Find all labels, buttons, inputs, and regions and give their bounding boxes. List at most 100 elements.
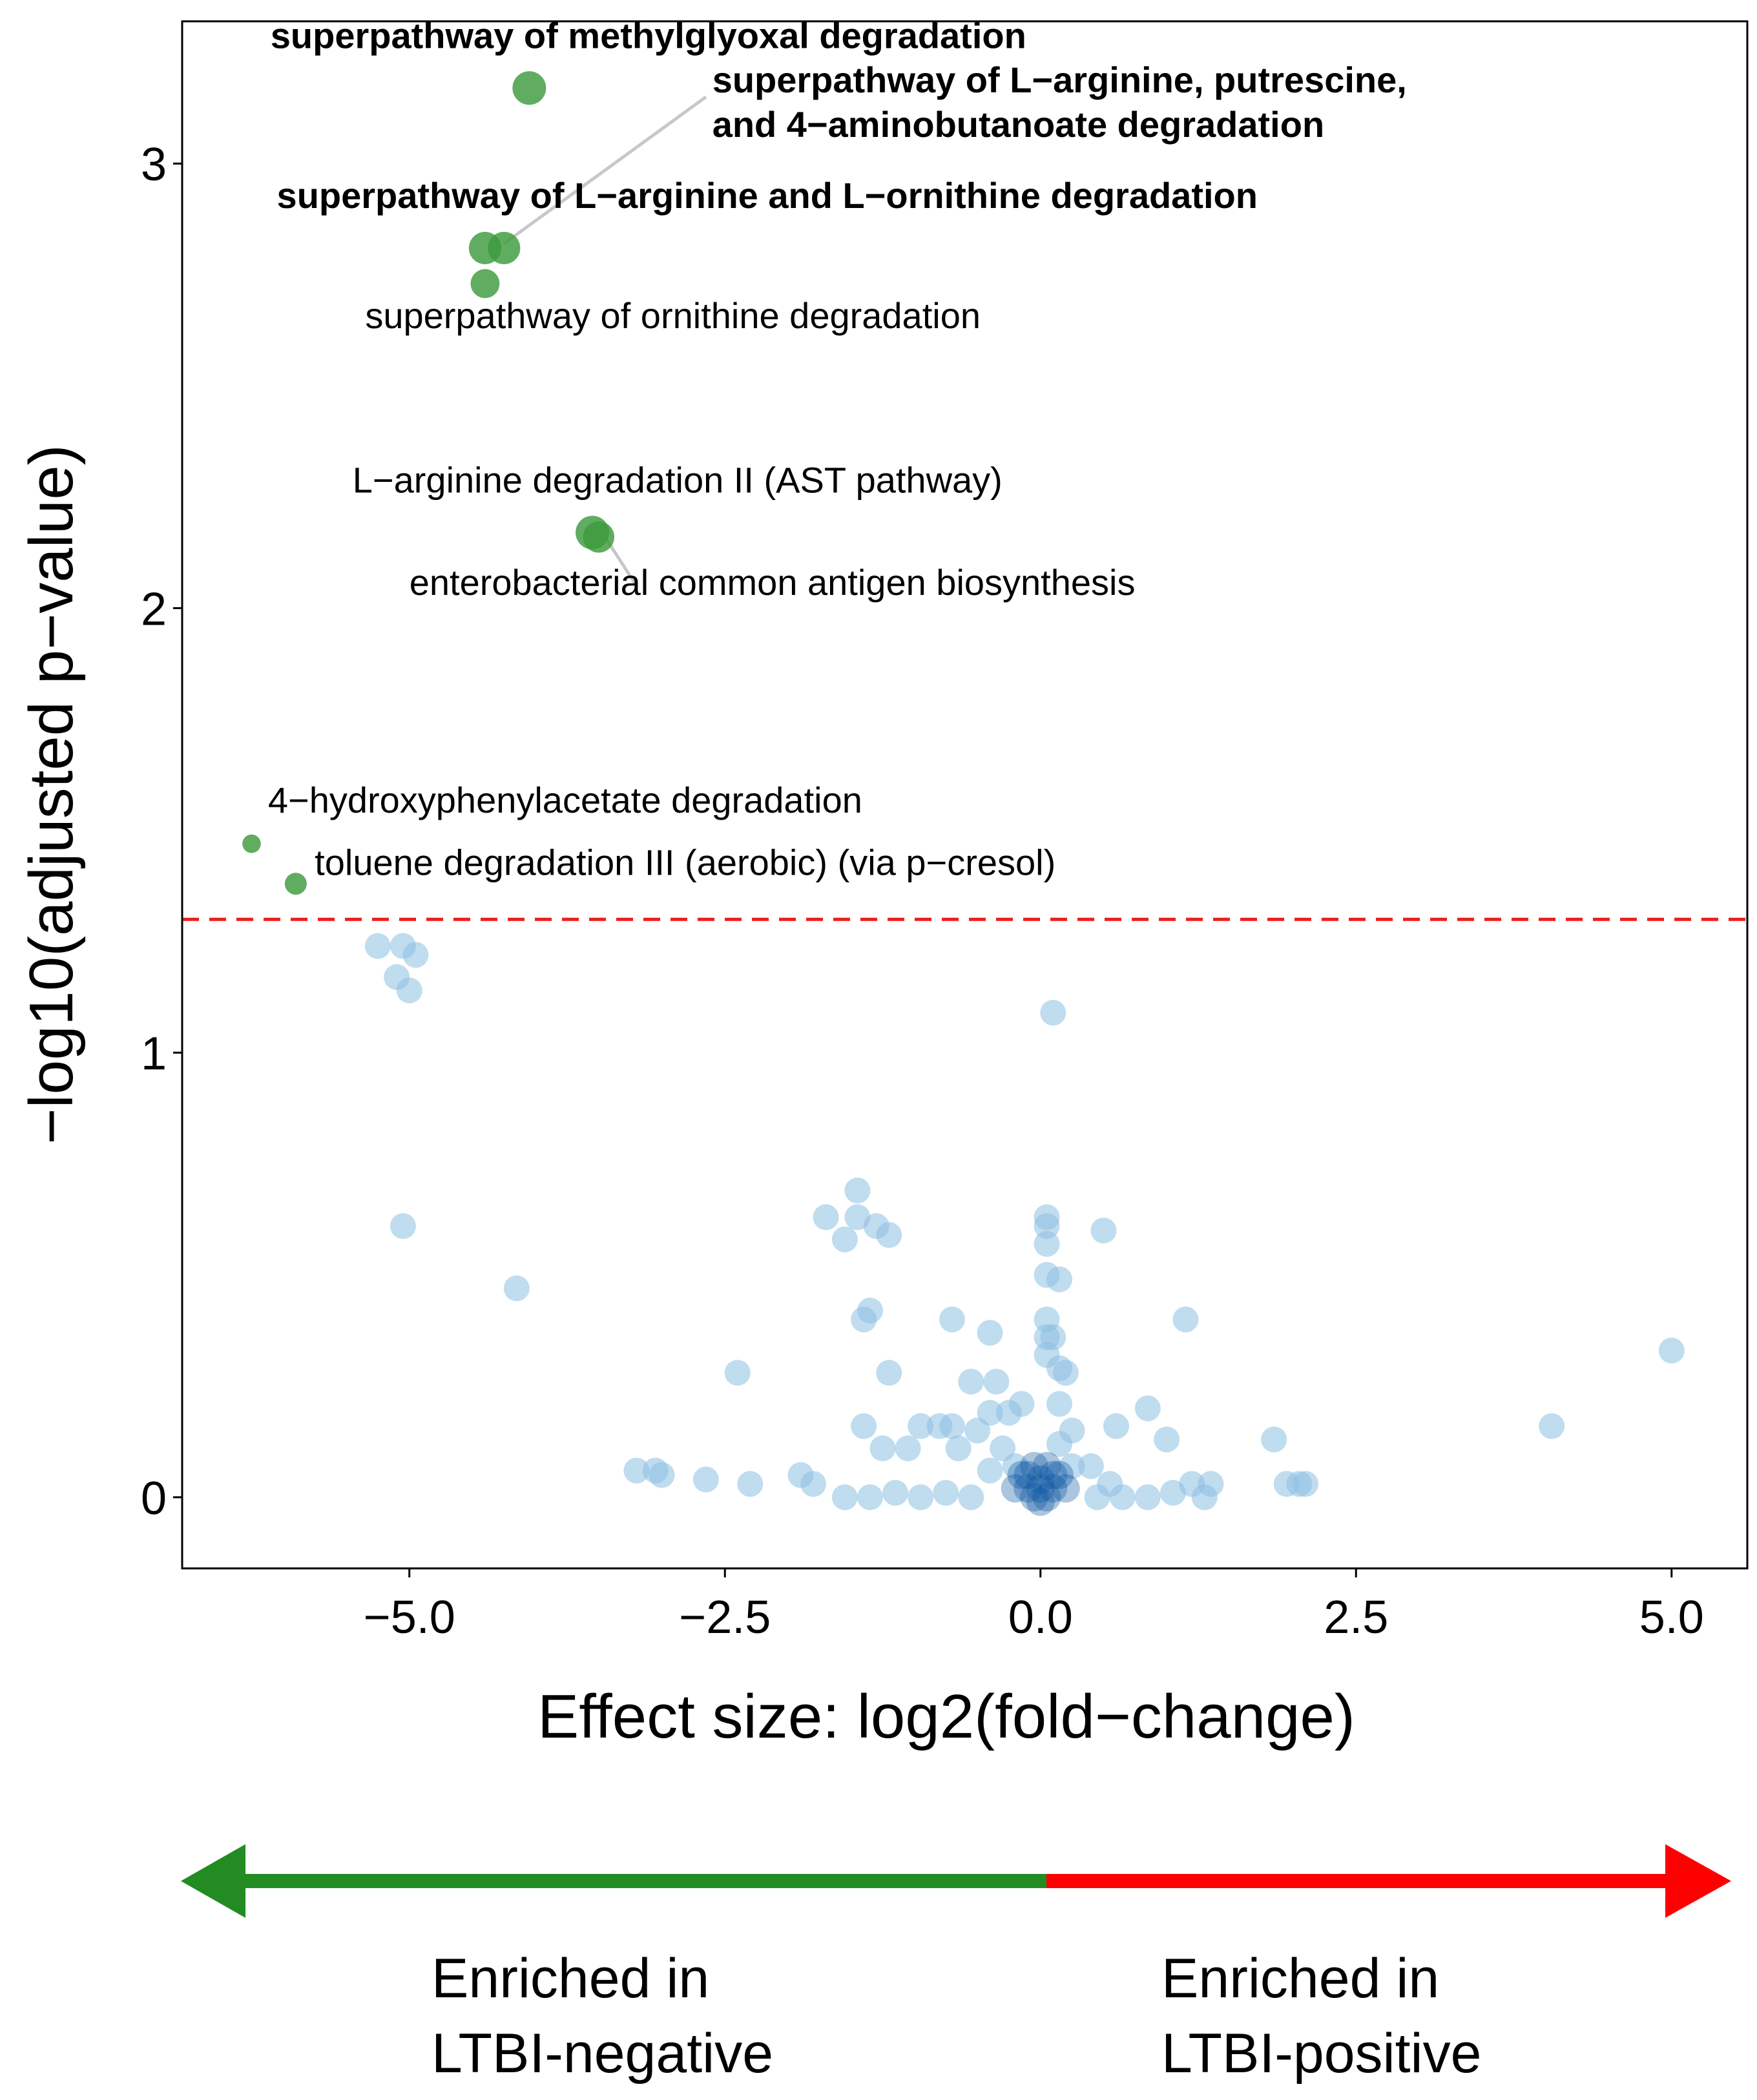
data-point-nonsignificant (851, 1306, 877, 1333)
point-annotation: enterobacterial common antigen biosynthe… (410, 562, 1136, 603)
x-tick-label: −2.5 (679, 1592, 771, 1643)
plot-panel-border (181, 20, 1749, 1570)
data-point-dense (1045, 1461, 1074, 1490)
y-axis-title: −log10(adjusted p−value) (17, 444, 86, 1144)
data-point-dense (1001, 1474, 1030, 1503)
data-point-significant (488, 231, 521, 265)
data-point-nonsignificant (908, 1413, 934, 1439)
data-point-nonsignificant (1034, 1213, 1060, 1240)
data-point-nonsignificant (813, 1204, 839, 1231)
point-annotation: toluene degradation III (aerobic) (via p… (315, 842, 1055, 882)
data-point-nonsignificant (623, 1457, 650, 1484)
data-point-nonsignificant (649, 1462, 675, 1488)
data-point-nonsignificant (1040, 1324, 1066, 1351)
data-point-nonsignificant (1046, 1431, 1073, 1457)
y-tick-label: 1 (141, 1028, 167, 1080)
data-point-nonsignificant (958, 1368, 984, 1395)
point-annotation: superpathway of methylglyoxal degradatio… (271, 15, 1026, 56)
legend-left-line1: Enriched in (431, 1948, 709, 2010)
data-point-nonsignificant (1040, 999, 1066, 1026)
data-point-significant (512, 71, 546, 105)
data-point-nonsignificant (503, 1275, 530, 1302)
enrichment-arrow (181, 1844, 1731, 1918)
data-point-nonsignificant (1172, 1306, 1199, 1333)
data-point-significant (470, 269, 500, 298)
data-point-nonsignificant (1293, 1471, 1319, 1497)
data-point-nonsignificant (1002, 1453, 1028, 1479)
data-point-dense (1019, 1451, 1048, 1481)
legend-left-line2: LTBI-negative (431, 2022, 773, 2084)
data-point-nonsignificant (1658, 1337, 1685, 1364)
y-tick-label: 0 (141, 1473, 167, 1524)
data-point-nonsignificant (857, 1484, 883, 1510)
data-point-nonsignificant (882, 1480, 909, 1506)
data-point-nonsignificant (983, 1368, 1010, 1395)
data-point-nonsignificant (737, 1471, 764, 1497)
data-point-nonsignificant (1059, 1453, 1085, 1479)
x-tick-label: −5.0 (364, 1592, 455, 1643)
x-tick-label: 0.0 (1008, 1592, 1073, 1643)
data-point-dense (1039, 1474, 1068, 1503)
y-tick-label: 3 (141, 139, 167, 191)
data-point-nonsignificant (945, 1435, 972, 1462)
data-point-nonsignificant (926, 1413, 953, 1439)
data-point-dense (1026, 1487, 1055, 1516)
data-point-nonsignificant (964, 1417, 991, 1444)
point-annotation: 4−hydroxyphenylacetate degradation (268, 780, 862, 820)
data-point-nonsignificant (876, 1360, 902, 1386)
data-point-dense (1026, 1465, 1055, 1494)
point-labels-layer: superpathway of methylglyoxal degradatio… (268, 15, 1407, 882)
data-point-dense (1014, 1461, 1043, 1490)
leader-lines-layer (503, 95, 707, 587)
data-point-nonsignificant (869, 1435, 896, 1462)
data-point-nonsignificant (895, 1435, 921, 1462)
data-point-nonsignificant (724, 1360, 751, 1386)
data-point-significant (284, 873, 307, 895)
data-point-nonsignificant (1097, 1471, 1123, 1497)
data-point-nonsignificant (1154, 1426, 1180, 1453)
leader-line (503, 95, 707, 245)
data-point-nonsignificant (977, 1320, 1003, 1346)
data-point-nonsignificant (1134, 1484, 1161, 1510)
data-point-nonsignificant (831, 1226, 858, 1253)
data-point-nonsignificant (1103, 1413, 1129, 1439)
data-point-dense (1026, 1474, 1055, 1503)
data-point-nonsignificant (958, 1484, 984, 1510)
data-point-nonsignificant (977, 1457, 1003, 1484)
data-point-nonsignificant (1261, 1426, 1287, 1453)
data-point-dense (1032, 1451, 1061, 1481)
arrow-right-head (1665, 1844, 1731, 1918)
data-point-nonsignificant (908, 1484, 934, 1510)
data-point-nonsignificant (402, 942, 429, 968)
data-point-nonsignificant (876, 1222, 902, 1248)
data-point-nonsignificant (1191, 1484, 1218, 1510)
data-point-nonsignificant (1046, 1391, 1073, 1417)
legend-right-line2: LTBI-positive (1161, 2022, 1481, 2084)
data-point-nonsignificant (1034, 1231, 1060, 1257)
arrow-left-head (181, 1844, 245, 1918)
data-point-nonsignificant (1077, 1453, 1104, 1479)
axis-ticks-layer: −5.0 −2.5 0.0 2.5 5.0 0 1 2 3 (141, 139, 1704, 1643)
data-point-nonsignificant (1539, 1413, 1565, 1439)
data-point-nonsignificant (1134, 1395, 1161, 1422)
point-annotation: superpathway of ornithine degradation (365, 295, 981, 336)
points-layer (242, 71, 1685, 1516)
data-point-nonsignificant (1046, 1266, 1073, 1293)
data-point-dense (1019, 1482, 1048, 1512)
data-point-nonsignificant (831, 1484, 858, 1510)
data-point-dense (1032, 1482, 1061, 1512)
data-point-nonsignificant (851, 1413, 877, 1439)
x-axis-title: Effect size: log2(fold−change) (537, 1682, 1355, 1751)
data-point-dense (1039, 1461, 1068, 1490)
data-point-nonsignificant (364, 933, 391, 959)
point-annotation: and 4−aminobutanoate degradation (712, 104, 1324, 145)
data-point-nonsignificant (939, 1306, 965, 1333)
x-tick-label: 5.0 (1639, 1592, 1704, 1643)
data-point-nonsignificant (390, 1213, 416, 1240)
data-point-nonsignificant (1052, 1360, 1079, 1386)
point-annotation: superpathway of L−arginine, putrescine, (712, 59, 1407, 100)
data-point-nonsignificant (692, 1466, 719, 1493)
data-point-dense (1014, 1474, 1043, 1503)
legend-right-line1: Enriched in (1161, 1948, 1439, 2010)
